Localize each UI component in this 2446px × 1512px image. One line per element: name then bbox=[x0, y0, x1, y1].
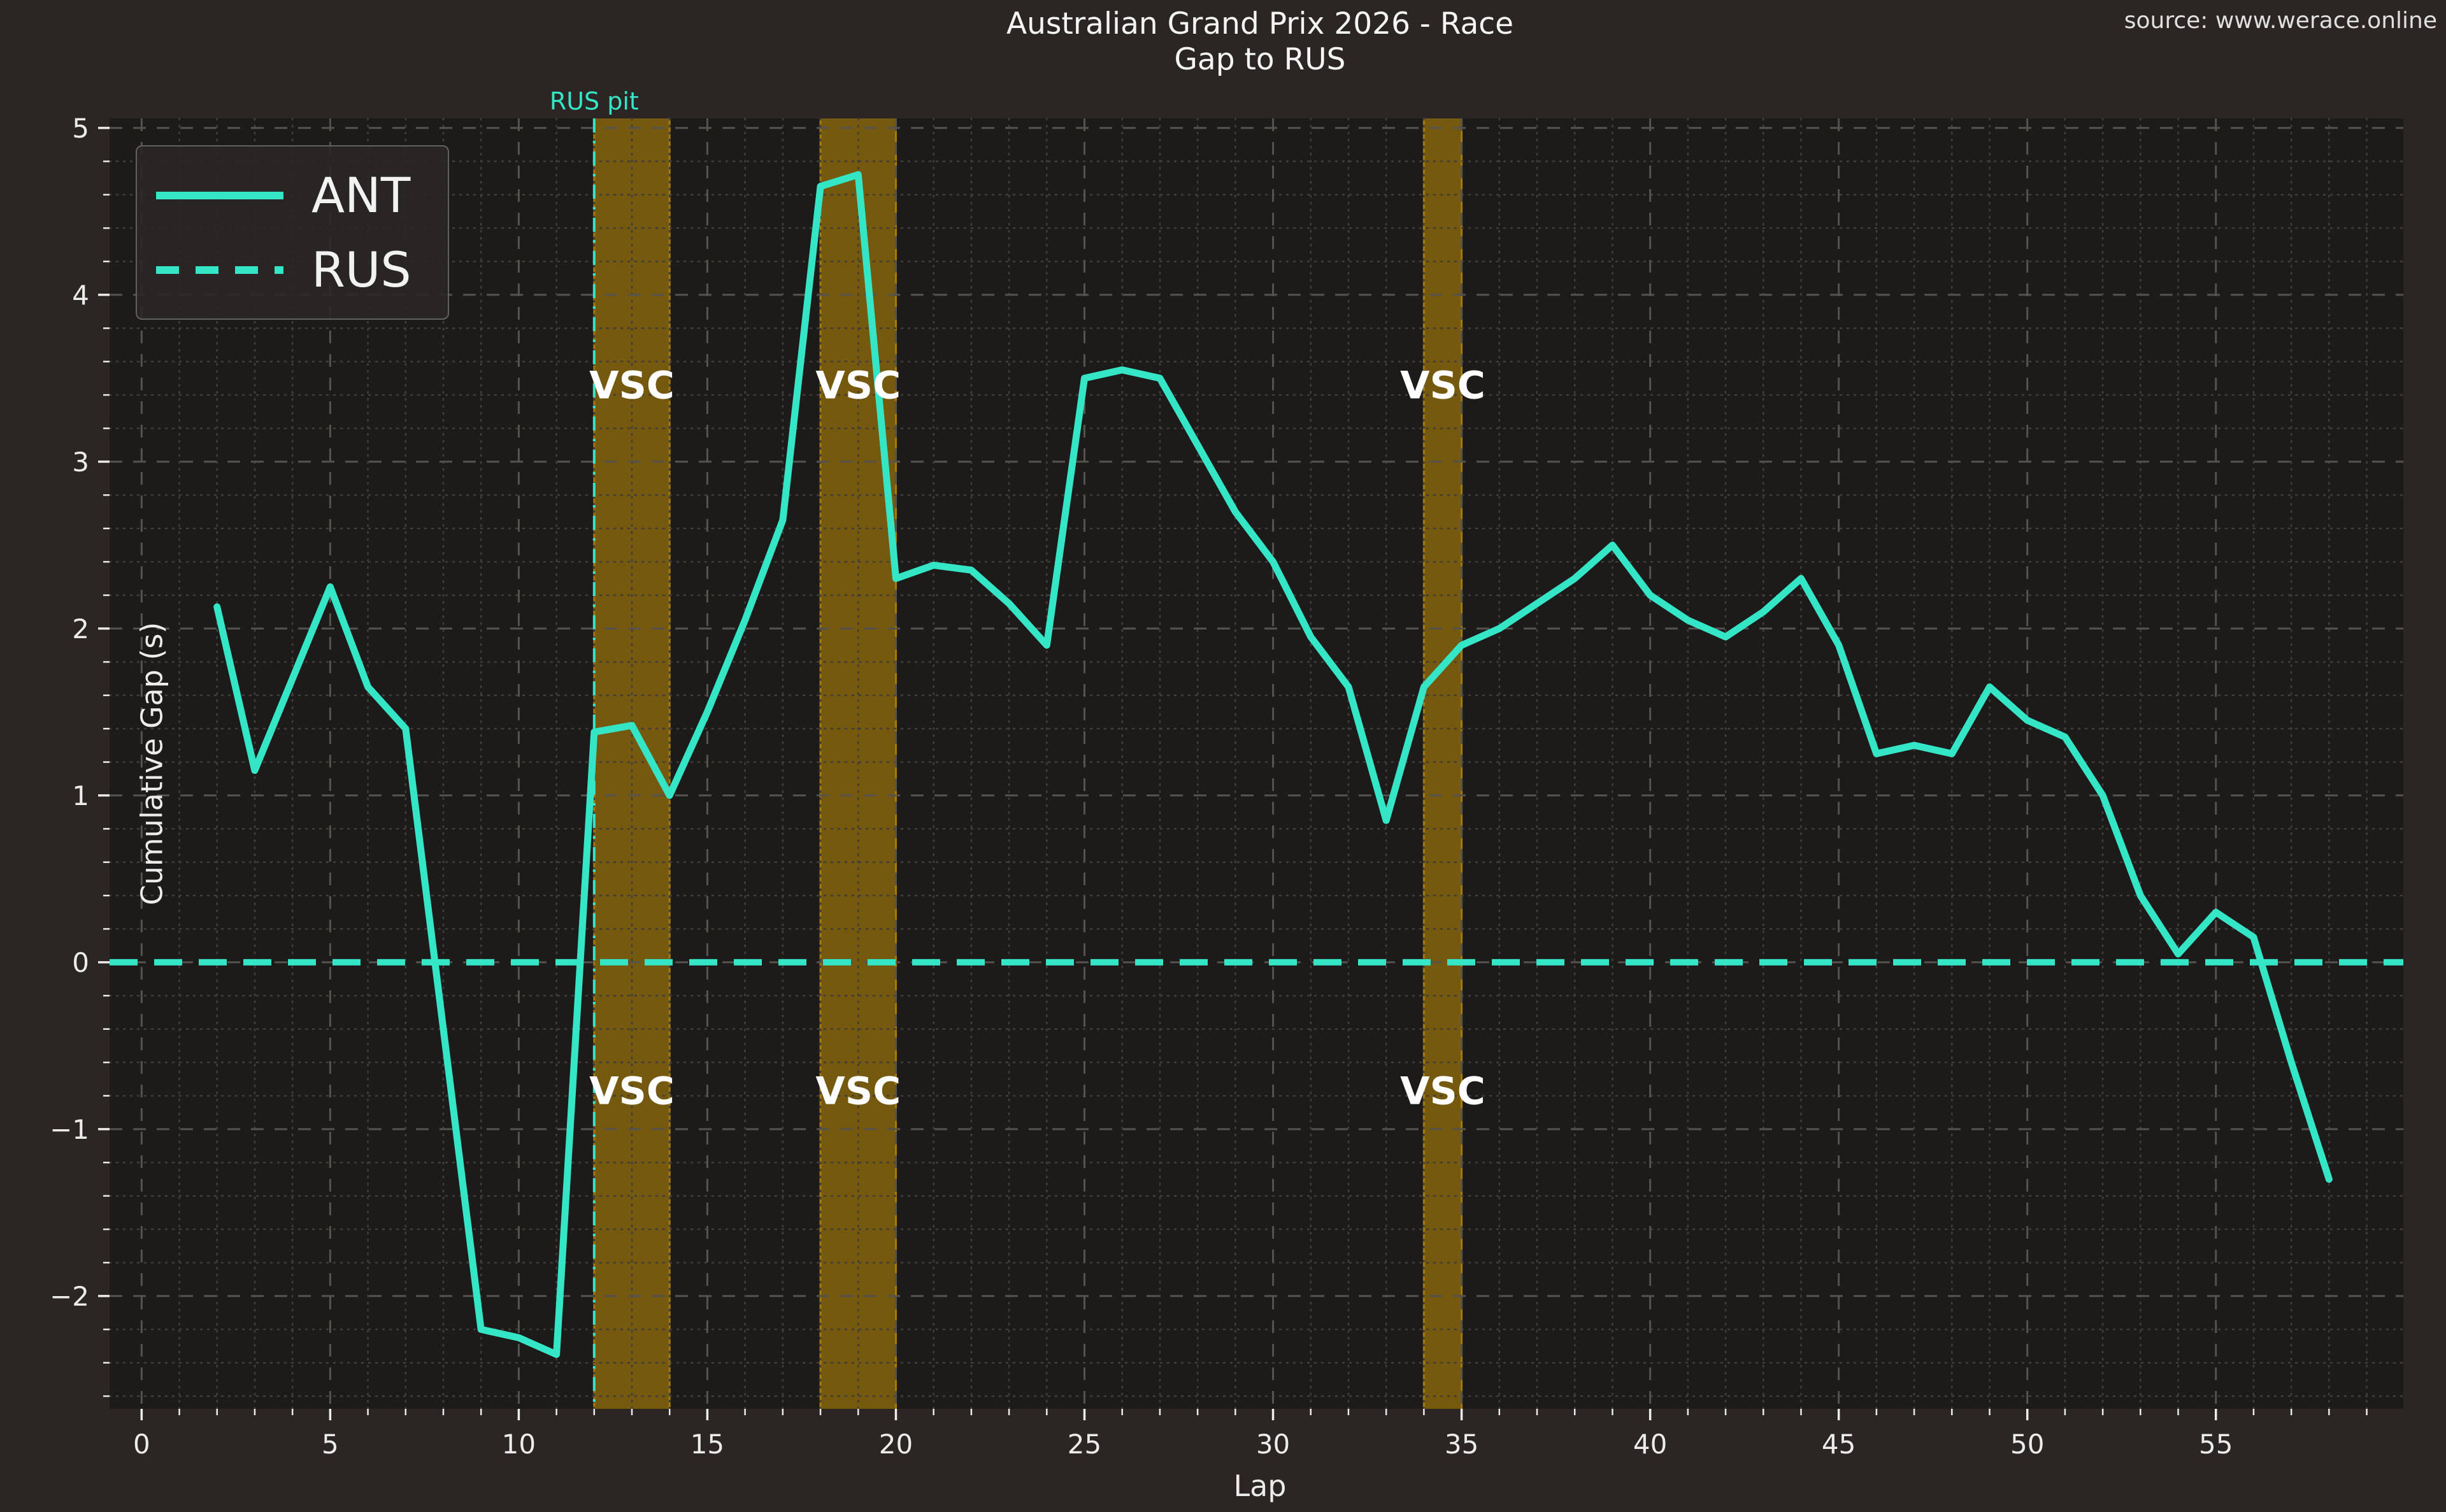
legend-dashed-line-swatch bbox=[156, 266, 283, 274]
chart-subtitle: Gap to RUS bbox=[1174, 42, 1346, 77]
x-tick-label: 5 bbox=[322, 1429, 339, 1460]
plot-area bbox=[110, 118, 2403, 1409]
chart-title-line1: Australian Grand Prix 2026 - Race bbox=[1006, 6, 1514, 41]
x-tick-label: 40 bbox=[1633, 1429, 1667, 1460]
x-tick-label: 30 bbox=[1256, 1429, 1290, 1460]
x-tick-label: 25 bbox=[1068, 1429, 1101, 1460]
y-axis-label: Cumulative Gap (s) bbox=[134, 622, 169, 906]
y-tick-label: 5 bbox=[72, 113, 89, 144]
x-tick-label: 55 bbox=[2199, 1429, 2233, 1460]
y-tick-label: −2 bbox=[50, 1281, 89, 1312]
vsc-annotation: VSC bbox=[815, 1069, 901, 1114]
y-tick-label: 2 bbox=[72, 613, 89, 645]
x-tick-label: 15 bbox=[690, 1429, 724, 1460]
vsc-annotation: VSC bbox=[1400, 1069, 1485, 1114]
legend-item-rus: RUS bbox=[156, 241, 429, 298]
vsc-band bbox=[1424, 118, 1462, 1409]
chart-title: Australian Grand Prix 2026 - Race Gap to… bbox=[1006, 6, 1513, 78]
y-tick-label: 0 bbox=[72, 947, 89, 978]
vsc-annotation: VSC bbox=[815, 363, 901, 408]
x-tick-label: 35 bbox=[1445, 1429, 1478, 1460]
ant-gap-line bbox=[213, 171, 2333, 1359]
legend-item-ant: ANT bbox=[156, 171, 429, 220]
legend-label-ant: ANT bbox=[311, 166, 411, 224]
legend-box: ANT RUS bbox=[136, 145, 449, 320]
x-tick-label: 0 bbox=[133, 1429, 150, 1460]
vsc-annotation: VSC bbox=[1400, 363, 1485, 408]
y-tick-label: 4 bbox=[72, 280, 89, 311]
vsc-annotation: VSC bbox=[589, 363, 675, 408]
x-tick-label: 20 bbox=[879, 1429, 913, 1460]
x-tick-label: 45 bbox=[1822, 1429, 1856, 1460]
vsc-annotation: VSC bbox=[589, 1069, 675, 1114]
x-tick-label: 10 bbox=[502, 1429, 536, 1460]
y-tick-label: −1 bbox=[50, 1114, 89, 1145]
y-tick-label: 1 bbox=[72, 780, 89, 811]
x-tick-label: 50 bbox=[2010, 1429, 2044, 1460]
source-credit: source: www.werace.online bbox=[2124, 8, 2437, 34]
y-tick-label: 3 bbox=[72, 446, 89, 478]
rus-pit-annotation: RUS pit bbox=[550, 87, 639, 115]
legend-label-rus: RUS bbox=[311, 241, 411, 298]
x-axis-label: Lap bbox=[1233, 1469, 1287, 1503]
legend-solid-line-swatch bbox=[156, 191, 283, 199]
